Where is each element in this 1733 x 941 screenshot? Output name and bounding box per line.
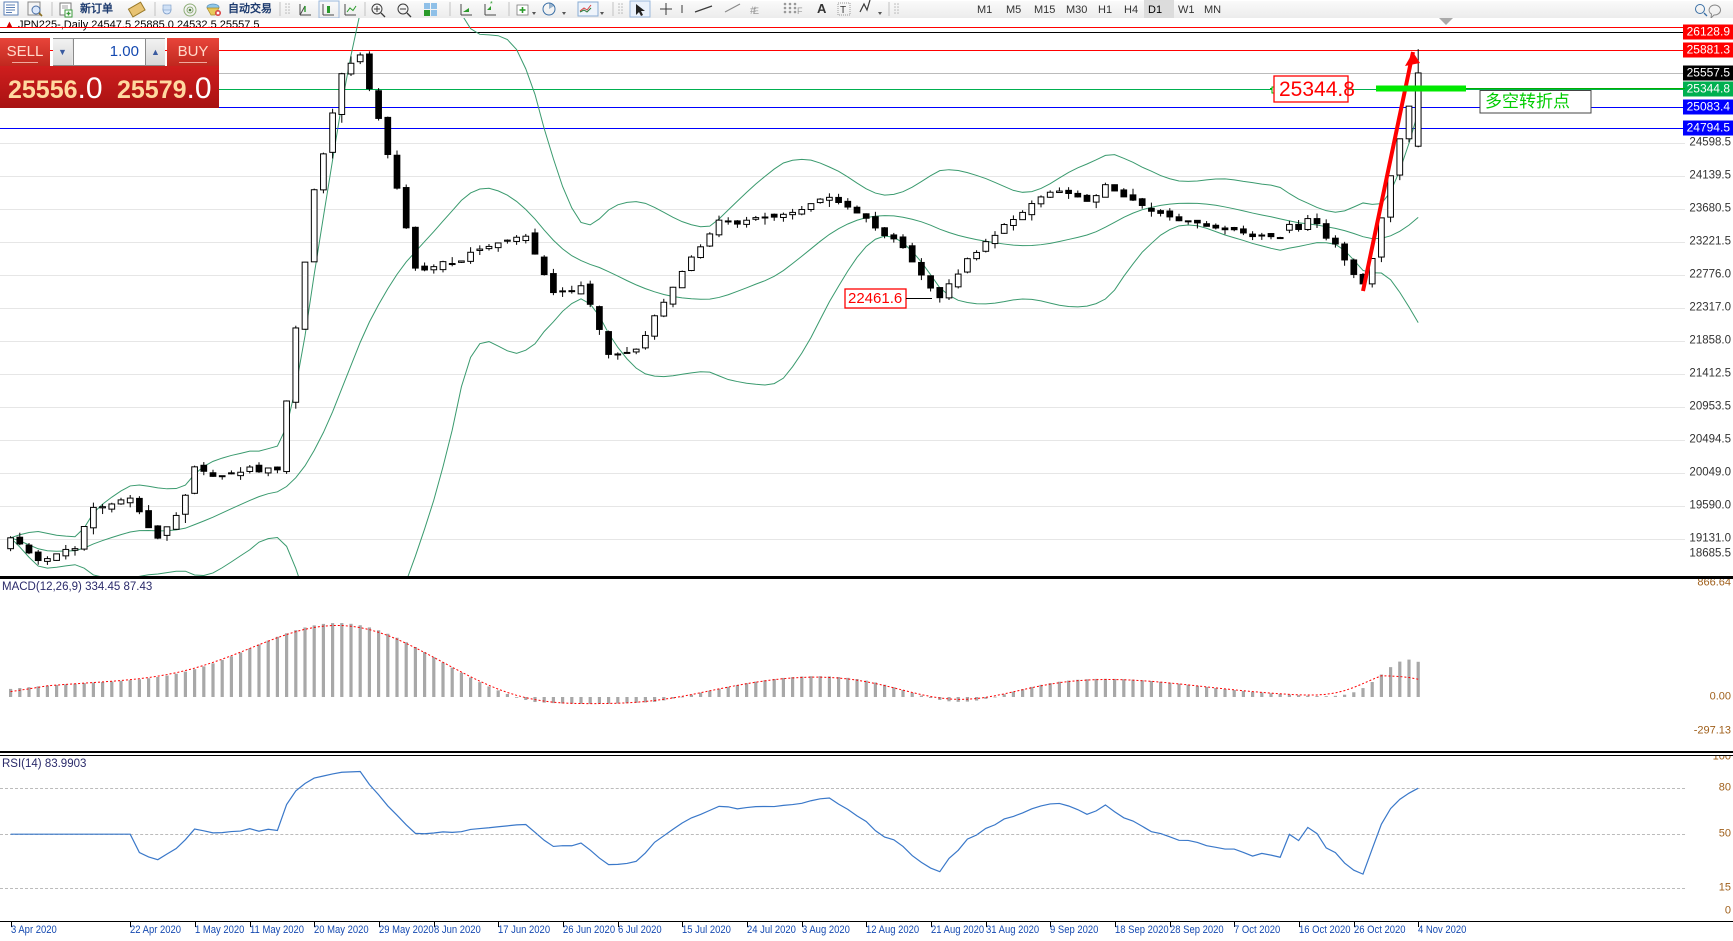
svg-text:M5: M5 [1006, 4, 1021, 16]
svg-text:A: A [817, 1, 827, 16]
svg-text:M1: M1 [977, 4, 992, 16]
svg-text:自动交易: 自动交易 [228, 1, 272, 15]
svg-text:25344.8: 25344.8 [1279, 78, 1355, 101]
svg-text:W1: W1 [1178, 4, 1195, 16]
svg-text:22461.6: 22461.6 [848, 290, 902, 307]
svg-text:H4: H4 [1124, 4, 1138, 16]
svg-text:新订单: 新订单 [80, 1, 113, 15]
svg-text:M15: M15 [1034, 4, 1055, 16]
svg-text:D1: D1 [1148, 4, 1162, 16]
svg-text:MN: MN [1204, 4, 1221, 16]
svg-text:T: T [840, 5, 846, 16]
svg-text:*: * [490, 1, 493, 8]
svg-text:多空转折点: 多空转折点 [1485, 92, 1570, 111]
svg-text:E: E [753, 6, 759, 16]
svg-text:H1: H1 [1098, 4, 1112, 16]
svg-text:F: F [797, 6, 803, 16]
svg-text:M30: M30 [1066, 4, 1087, 16]
